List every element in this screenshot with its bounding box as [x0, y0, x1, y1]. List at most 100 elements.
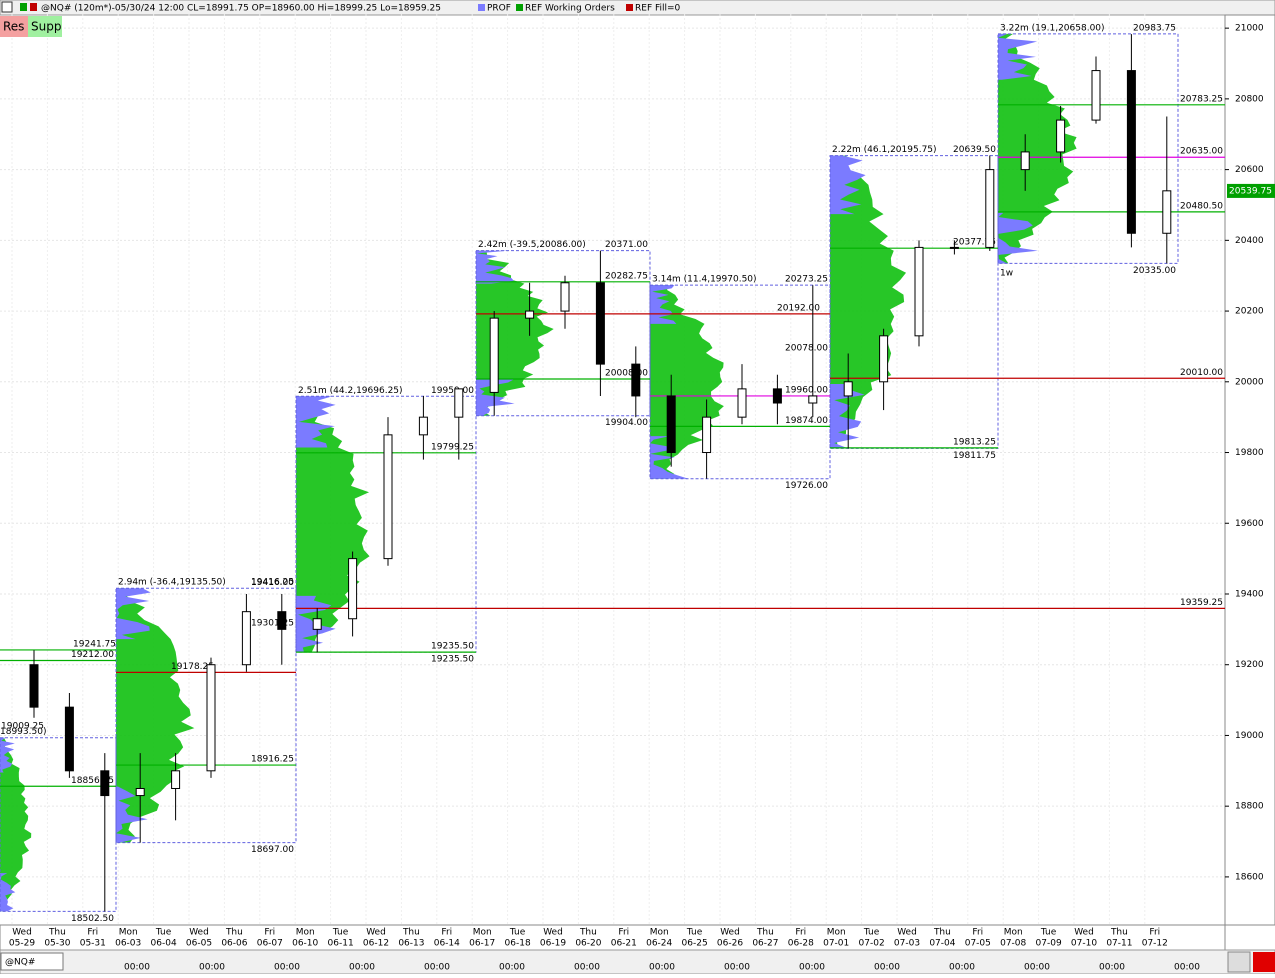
candle-body — [489, 317, 499, 393]
volume-profile — [998, 212, 1038, 264]
week-box — [475, 250, 651, 417]
x-tick-label: Thu — [756, 928, 774, 938]
x-tick-label: Mon — [473, 928, 492, 938]
time-label: 00:00 — [424, 963, 450, 973]
week-high-label: 20273.25 — [785, 275, 828, 285]
volume-profile — [476, 250, 514, 284]
level-label: 20480.50 — [1180, 201, 1223, 211]
x-tick-label: 06-03 — [115, 939, 141, 949]
x-tick-label: Thu — [402, 928, 420, 938]
candle-body — [808, 395, 818, 404]
add-button[interactable] — [1253, 952, 1275, 972]
candle-body — [737, 388, 747, 418]
level-label: 18916.25 — [251, 755, 294, 765]
x-tick-label: Thu — [48, 928, 66, 938]
week-box — [115, 587, 297, 844]
week-high-label: 19959.00 — [431, 386, 474, 396]
candle-body — [277, 611, 287, 630]
volume-profile — [998, 33, 1038, 80]
week-box — [829, 155, 999, 449]
volume-profile — [116, 588, 151, 640]
candle-body — [29, 664, 39, 708]
volume-profile — [830, 155, 866, 215]
icon — [30, 3, 37, 11]
x-tick-label: Tue — [686, 928, 703, 938]
level-label: 19241.75 — [73, 639, 116, 649]
candle-body — [454, 388, 464, 418]
time-label: 00:00 — [1024, 963, 1050, 973]
y-tick-label: 20400 — [1235, 236, 1264, 246]
y-tick-label: 21000 — [1235, 24, 1264, 34]
week-low-label: 19726.00 — [785, 481, 828, 491]
x-tick-label: Fri — [1149, 928, 1160, 938]
x-tick-label: 07-12 — [1142, 939, 1168, 949]
x-tick-label: Mon — [827, 928, 846, 938]
candle-body — [383, 434, 393, 560]
x-tick-label: Mon — [296, 928, 315, 938]
x-tick-label: Mon — [119, 928, 138, 938]
res-button-text: Res — [3, 20, 24, 34]
close-button[interactable] — [1, 1, 13, 13]
level-label: 19960.00 — [785, 385, 828, 395]
x-tick-label: 06-07 — [257, 939, 283, 949]
candle-body — [171, 770, 181, 789]
x-tick-label: Wed — [366, 928, 386, 938]
x-tick-label: Fri — [441, 928, 452, 938]
week-low-label: 20335.00 — [1133, 266, 1176, 276]
supp-button[interactable] — [28, 16, 62, 37]
x-tick-label: 06-12 — [363, 939, 389, 949]
time-label: 00:00 — [724, 963, 750, 973]
time-label: 00:00 — [874, 963, 900, 973]
x-tick-label: 07-08 — [1000, 939, 1026, 949]
res-button[interactable] — [0, 16, 28, 37]
x-tick-label: Wed — [12, 928, 32, 938]
level-label: 20635.00 — [1180, 147, 1223, 157]
candle-body — [348, 558, 358, 620]
x-tick-label: 05-31 — [80, 939, 106, 949]
x-tick-label: 07-01 — [823, 939, 849, 949]
x-tick-label: 07-09 — [1036, 939, 1062, 949]
x-tick-label: 06-17 — [469, 939, 495, 949]
level-label: 19178.25 — [171, 662, 214, 672]
last-price-label: 20539.75 — [1229, 186, 1272, 196]
week-summary: 18993.50) — [0, 727, 46, 737]
week-low-label: 19235.50 — [431, 655, 474, 665]
price-axis — [1224, 14, 1275, 926]
candle-body — [702, 416, 712, 454]
candle-body — [241, 611, 251, 666]
y-tick-label: 19800 — [1235, 448, 1264, 458]
level-label: 18856.25 — [71, 776, 114, 786]
last-price-box — [1227, 183, 1275, 198]
week-summary: 3.22m (19.1,20658.00) — [1000, 23, 1105, 33]
y-tick-label: 19200 — [1235, 660, 1264, 670]
x-tick-label: Tue — [155, 928, 172, 938]
time-label: 00:00 — [649, 963, 675, 973]
date-axis — [0, 924, 1226, 951]
x-tick-label: 06-06 — [221, 939, 247, 949]
candle-body — [1091, 70, 1101, 121]
week-summary: 2.42m (-39.5,20086.00) — [478, 240, 586, 250]
y-tick-label: 20600 — [1235, 165, 1264, 175]
x-tick-label: Thu — [225, 928, 243, 938]
x-tick-label: 06-25 — [682, 939, 708, 949]
x-tick-label: Fri — [972, 928, 983, 938]
legend-entry: REF Fill=0 — [635, 4, 681, 14]
level-label: 19799.25 — [431, 442, 474, 452]
week-high-label: 20371.00 — [605, 240, 648, 250]
volume-profile — [0, 737, 15, 773]
week-high-label: 19416.25 — [251, 578, 294, 588]
refresh-button[interactable] — [1227, 951, 1251, 973]
x-tick-label: Tue — [863, 928, 880, 938]
x-tick-label: Tue — [509, 928, 526, 938]
symbol-info: @NQ# (120m*)-05/30/24 12:00 CL=18991.75 … — [41, 4, 441, 14]
week-summary: 2.22m (46.1,20195.75) — [832, 145, 937, 155]
candle-body — [135, 787, 145, 797]
candle-body — [843, 381, 853, 397]
symbol-box[interactable] — [0, 952, 64, 971]
symbol-box-text: @NQ# — [5, 958, 35, 968]
level-label: 20010.00 — [1180, 368, 1223, 378]
volume-profile — [650, 436, 689, 479]
x-tick-label: Thu — [1110, 928, 1128, 938]
week-box — [997, 33, 1179, 264]
